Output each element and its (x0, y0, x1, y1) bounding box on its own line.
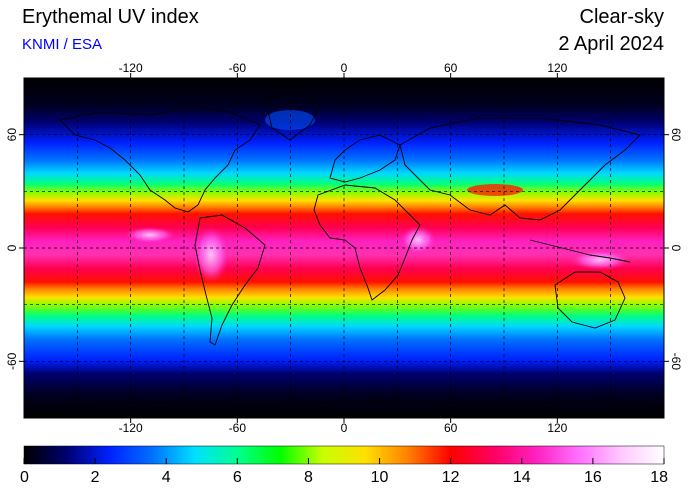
colorbar-tick-label: 8 (304, 469, 313, 486)
colorbar-tick-label: 16 (584, 469, 602, 486)
continent-outlines (24, 91, 664, 409)
graticule (24, 78, 664, 418)
colorbar-tick-label: 2 (91, 469, 100, 486)
colorbar-tick-label: 4 (162, 469, 171, 486)
lon-tick-label-bottom: 0 (341, 421, 348, 435)
uv-hotspot (193, 227, 229, 283)
africa-outline (313, 184, 421, 301)
uv-hotspot (570, 250, 630, 270)
uv-hotspot (125, 227, 175, 243)
colorbar-tick-label: 18 (650, 469, 668, 486)
colorbar-tick-label: 12 (442, 469, 460, 486)
map-date: 2 April 2024 (558, 33, 664, 55)
colorbar-tick-label: 10 (371, 469, 389, 486)
lat-tick-label-left: 60 (5, 128, 19, 142)
indonesia-outline (529, 239, 631, 263)
colorbar-tick-label: 6 (233, 469, 242, 486)
lon-tick-label-top: 120 (547, 61, 567, 75)
colorbar-tick-label: 14 (513, 469, 531, 486)
lat-tick-label-right: 60 (669, 128, 683, 142)
sky-condition: Clear-sky (579, 6, 664, 28)
uv-anomaly (265, 110, 315, 130)
north-america-outline (59, 107, 261, 213)
uv-hotspot (400, 226, 436, 254)
data-source: KNMI / ESA (22, 36, 103, 53)
lon-tick-label-top: 0 (341, 61, 348, 75)
colorbar (23, 445, 665, 465)
chart-title: Erythemal UV index (22, 6, 199, 28)
asia-outline (399, 117, 641, 221)
lat-tick-label-left: -60 (5, 352, 19, 370)
lat-tick-label-right: 0 (669, 245, 683, 252)
axis-ticks: -120 -120 -60 -60 0 0 60 60 120 120 60 60 0 0 -60 -60 (5, 61, 683, 435)
greenland-outline (264, 91, 321, 141)
australia-outline (554, 271, 626, 329)
lon-tick-label-top: -60 (229, 61, 247, 75)
lon-tick-label-bottom: 120 (547, 421, 567, 435)
south-america-outline (194, 214, 266, 346)
lon-tick-label-bottom: -120 (119, 421, 143, 435)
lat-tick-label-right: -60 (669, 353, 683, 371)
colorbar-ticks: 0 2 4 6 8 10 12 14 16 18 (20, 458, 668, 486)
lat-tick-label-left: 0 (5, 244, 19, 251)
uv-hotspot (467, 184, 523, 196)
lon-tick-label-top: -120 (119, 61, 143, 75)
lon-tick-label-top: 60 (444, 61, 458, 75)
antarctica-outline (24, 399, 664, 409)
lon-tick-label-bottom: 60 (444, 421, 458, 435)
lon-tick-label-bottom: -60 (229, 421, 247, 435)
colorbar-tick-label: 0 (20, 469, 29, 486)
